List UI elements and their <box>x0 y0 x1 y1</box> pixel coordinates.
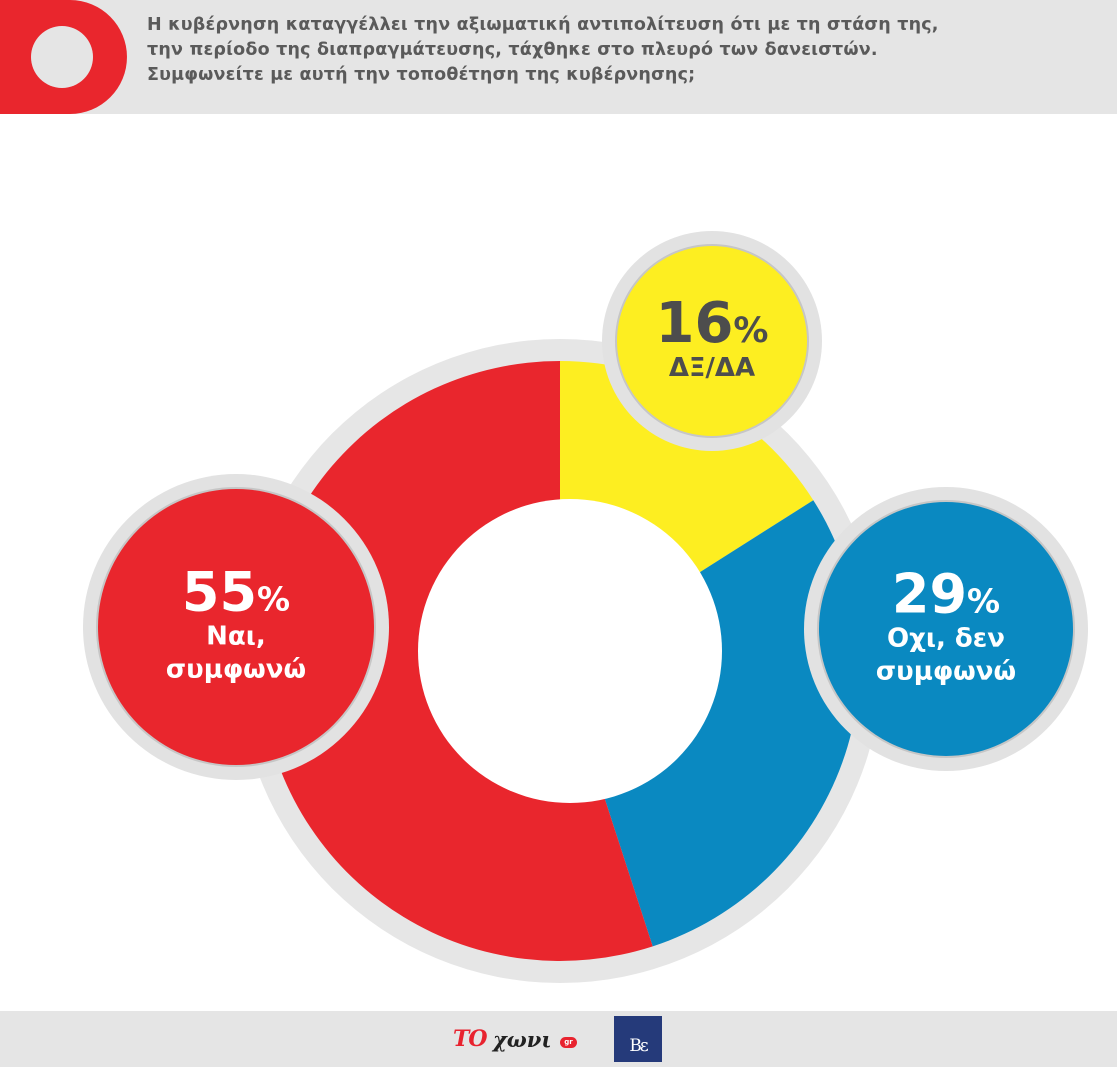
slice-label: ΔΞ/ΔΑ <box>669 353 755 383</box>
partner-logo[interactable]: Βε <box>614 1016 662 1062</box>
donut-hole <box>418 499 722 803</box>
logo-name: χωνι <box>493 1027 552 1052</box>
slice-percent: 16% <box>655 291 768 356</box>
logo-prefix: ΤΟ <box>453 1026 488 1052</box>
toxwni-logo[interactable]: ΤΟ χωνι gr <box>453 1026 578 1056</box>
slice-percent: 55% <box>182 560 290 623</box>
bubble-fill <box>617 246 807 436</box>
badge-dot <box>31 26 93 88</box>
logo-domain-badge: gr <box>560 1037 577 1048</box>
question-text: Η κυβέρνηση καταγγέλλει την αξιωματική α… <box>147 13 1107 88</box>
pie-slice <box>560 500 861 947</box>
question-line: Συμφωνείτε με αυτή την τοποθέτηση της κυ… <box>147 65 696 85</box>
slice-label-bubble: 16%ΔΞ/ΔΑ <box>602 231 822 451</box>
slice-label-bubble: 55%Ναι,συμφωνώ <box>83 474 389 780</box>
slice-percent: 29% <box>892 562 1000 625</box>
slice-label: συμφωνώ <box>166 654 306 684</box>
partner-logo-text: Βε <box>629 1036 648 1056</box>
slice-label: Οχι, δεν <box>887 623 1005 653</box>
slice-label: Ναι, <box>206 621 266 651</box>
header-badge-icon <box>0 0 127 114</box>
bubble-fill <box>819 502 1073 756</box>
bubble-fill <box>98 489 374 765</box>
question-line: την περίοδο της διαπραγμάτευσης, τάχθηκε… <box>147 40 878 60</box>
slice-label: συμφωνώ <box>876 656 1016 686</box>
header-bar <box>0 0 1117 114</box>
footer-bar <box>0 1011 1117 1067</box>
question-line: Η κυβέρνηση καταγγέλλει την αξιωματική α… <box>147 15 939 35</box>
